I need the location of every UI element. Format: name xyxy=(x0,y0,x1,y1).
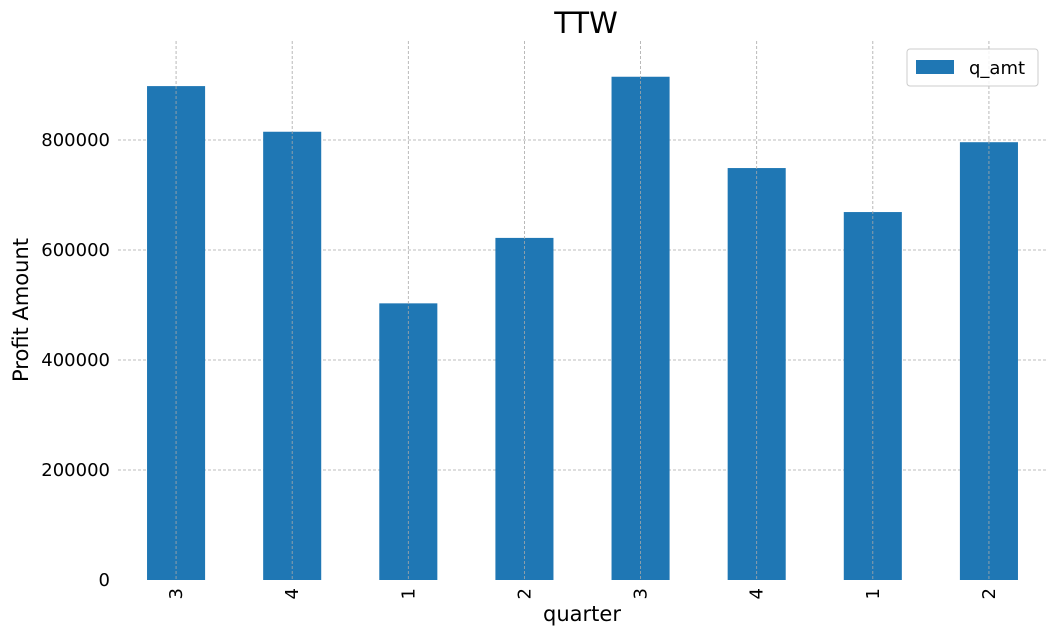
x-tick-label: 1 xyxy=(398,588,419,599)
x-tick-label: 4 xyxy=(282,588,303,599)
grid-lines xyxy=(118,139,1047,471)
x-tick-label: 2 xyxy=(979,588,1000,599)
x-tick-label: 1 xyxy=(863,588,884,599)
bars-group xyxy=(147,76,1018,581)
x-tick-label: 4 xyxy=(747,588,768,599)
y-axis-label: Profit Amount xyxy=(9,238,33,382)
y-tick-labels: 0 200000 400000 600000 800000 xyxy=(41,130,110,591)
x-tick-label: 2 xyxy=(514,588,535,599)
legend-frame xyxy=(906,48,1039,87)
x-tick-labels: 3 4 1 2 3 4 1 2 xyxy=(166,588,1000,599)
y-tick-label: 400000 xyxy=(41,350,110,371)
y-tick-label: 200000 xyxy=(41,460,110,481)
chart-title: TTW xyxy=(553,6,618,40)
legend-label-q-amt: q_amt xyxy=(969,58,1025,79)
y-tick-label: 0 xyxy=(99,570,110,591)
legend: q_amt xyxy=(906,48,1039,87)
legend-swatch xyxy=(916,60,954,74)
x-axis-label: quarter xyxy=(543,602,621,626)
x-tick-label: 3 xyxy=(166,588,187,599)
y-tick-label: 800000 xyxy=(41,130,110,151)
x-tick-label: 3 xyxy=(631,588,652,599)
y-tick-label: 600000 xyxy=(41,240,110,261)
